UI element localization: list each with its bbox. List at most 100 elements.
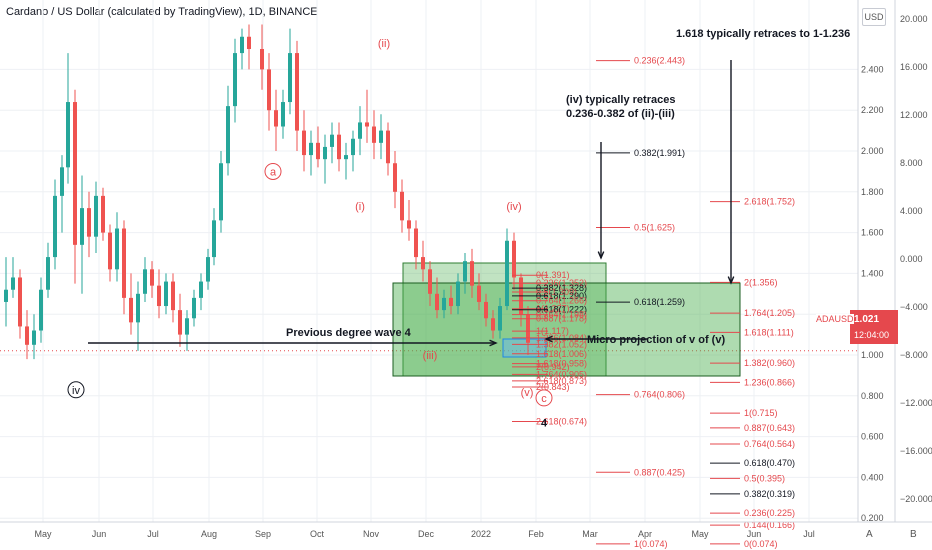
fib-level-label: 2(0.942) (536, 362, 570, 372)
wave-label: 4 (541, 417, 548, 429)
fib-level-label: 0.764(1.198) (536, 310, 587, 320)
price-tick-label: 1.600 (861, 228, 884, 238)
candle-body (247, 36, 251, 49)
fib-level-label: 0.382(1.328) (536, 283, 587, 293)
fib-level-label: 1.618(1.111) (744, 327, 794, 337)
price-tick-label: 2.000 (861, 146, 884, 156)
candle-body (281, 102, 285, 127)
annotation-text: 0.236-0.382 of (ii)-(iii) (566, 108, 675, 120)
price-tick-label: 1.800 (861, 187, 884, 197)
secondary-tick-label: 12.000 (900, 110, 928, 120)
candle-body (484, 301, 488, 319)
fib-level-label: 1.764(1.205) (744, 308, 795, 318)
wave-label: (iii) (423, 350, 438, 362)
candle-body (330, 134, 334, 147)
secondary-tick-label: −20.000 (900, 494, 932, 504)
candle-body (386, 130, 390, 164)
annotation-text: Micro projection of v of (v) (587, 334, 725, 346)
candle-body (4, 289, 8, 302)
candle-body (309, 142, 313, 156)
candle-body (267, 69, 271, 111)
price-tick-label: 0.400 (861, 472, 884, 482)
candle-body (477, 285, 481, 302)
candle-body (136, 293, 140, 323)
fib-level-label: 2(1.356) (744, 277, 778, 287)
secondary-tick-label: 8.000 (900, 158, 923, 168)
secondary-tick-label: −8.000 (900, 350, 928, 360)
fib-level-label: 0.764(1.266) (536, 296, 587, 306)
fib-level-label: 1(0.715) (744, 408, 778, 418)
candle-body (498, 306, 502, 331)
candle-body (94, 195, 98, 237)
wave-label: (ii) (378, 38, 390, 50)
time-tick-label: Aug (201, 529, 217, 539)
arrow-iv-retrace-head (597, 251, 605, 260)
time-tick-label: May (691, 529, 709, 539)
price-tick-label: 0.600 (861, 432, 884, 442)
candle-body (470, 261, 474, 286)
fib-level-label: 1.618(1.006) (536, 349, 587, 359)
candle-body (316, 142, 320, 160)
candle-body (421, 257, 425, 270)
arrow-wave-4-head (489, 339, 498, 347)
candle-body (400, 191, 404, 221)
candle-body (526, 314, 530, 343)
candle-body (274, 110, 278, 127)
time-tick-label: Dec (418, 529, 435, 539)
candle-body (302, 130, 306, 156)
candle-body (379, 130, 383, 143)
fib-level-label: 1(1.227) (536, 304, 570, 314)
candle-body (449, 297, 453, 307)
candle-body (60, 167, 64, 196)
candle-body (32, 330, 36, 345)
annotation-text: Previous degree wave 4 (286, 327, 412, 339)
candle-body (219, 163, 223, 221)
time-tick-label: Nov (363, 529, 380, 539)
candle-body (171, 281, 175, 311)
candle-body (143, 269, 147, 294)
grid-lines (0, 0, 858, 522)
candle-body (150, 269, 154, 286)
fib-level-label: 0.887(1.178) (536, 314, 587, 324)
fib-level-label: 0(0.074) (744, 539, 778, 549)
candle-body (101, 195, 105, 233)
fib-level-label: 0.764(0.806) (634, 390, 685, 400)
annotation-arrows (88, 60, 735, 347)
chart-title: Cardano / US Dollar (calculated by Tradi… (6, 6, 318, 18)
auto-scale-button[interactable]: A (866, 529, 873, 540)
candle-body (199, 281, 203, 298)
candle-body (358, 122, 362, 139)
candle-body (108, 232, 112, 270)
candle-body (18, 277, 22, 327)
fib-level-label: 0(1.391) (536, 270, 570, 280)
time-tick-label: Jun (747, 529, 762, 539)
bar-countdown: 12:04:00 (854, 330, 890, 340)
candle-body (295, 53, 299, 131)
candle-body (442, 297, 446, 311)
fib-level-label: 0.5(1.309) (536, 287, 577, 297)
time-tick-label: Jul (147, 529, 159, 539)
price-tick-label: 0.800 (861, 391, 884, 401)
currency-badge[interactable]: USD (862, 8, 886, 26)
secondary-tick-label: 20.000 (900, 14, 928, 24)
candle-body (344, 155, 348, 160)
micro-zone (502, 338, 547, 358)
fib-level-label: 0.618(1.259) (634, 297, 685, 307)
arrow-micro-projection-head (544, 335, 553, 343)
last-price-tag: ADAUSD 1.021 12:04:00 (816, 310, 898, 344)
time-tick-label: Feb (528, 529, 544, 539)
fib-level-label: 0.5(1.625) (634, 223, 675, 233)
candle-body (435, 293, 439, 311)
b-button[interactable]: B (910, 529, 917, 540)
annotations: 1.618 typically retraces to 1-1.236 (iv) … (286, 28, 850, 346)
candle-body (337, 134, 341, 160)
candle-body (129, 297, 133, 323)
wave-labels: (ii) a (i) (iv) (iii) (v) c iv 4 (67, 38, 553, 429)
candle-body (157, 285, 161, 307)
fib-level-label: 1(0.074) (634, 539, 668, 549)
candle-body (512, 240, 516, 278)
candle-body (393, 163, 397, 192)
